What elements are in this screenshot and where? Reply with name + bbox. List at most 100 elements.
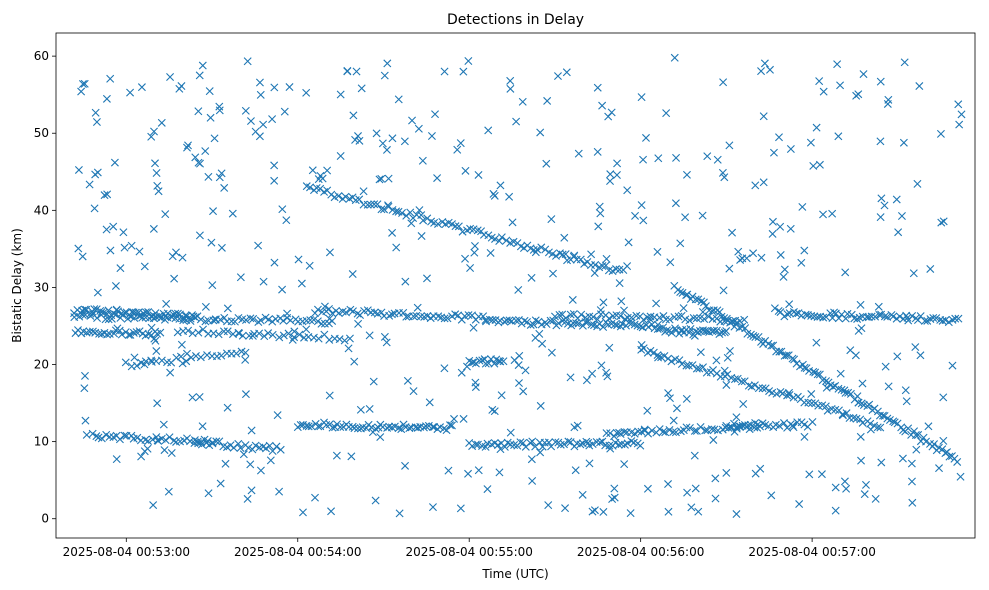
data-point	[623, 313, 632, 322]
data-point	[120, 431, 129, 440]
data-point	[623, 262, 632, 271]
data-point	[616, 311, 625, 320]
data-point	[461, 254, 470, 263]
data-point	[377, 174, 386, 183]
data-point	[661, 428, 670, 437]
data-point	[749, 249, 758, 258]
data-point	[457, 368, 466, 377]
data-point	[505, 316, 514, 325]
data-point	[720, 173, 729, 182]
data-point	[147, 323, 156, 332]
data-point	[193, 437, 202, 446]
data-point	[298, 508, 307, 517]
data-point	[815, 160, 824, 169]
data-point	[554, 319, 563, 328]
data-point	[849, 413, 858, 422]
data-point	[259, 277, 268, 286]
data-point	[890, 418, 899, 427]
data-point	[813, 370, 822, 379]
data-point	[421, 422, 430, 431]
data-point	[585, 459, 594, 468]
data-point	[916, 351, 925, 360]
data-point	[879, 411, 887, 420]
data-point	[536, 128, 545, 137]
data-point	[365, 331, 374, 340]
data-point	[528, 437, 537, 446]
data-point	[162, 299, 171, 308]
y-tick-label: 20	[34, 358, 49, 372]
data-point	[627, 313, 636, 322]
data-point	[223, 304, 232, 313]
x-tick-label: 2025-08-04 00:56:00	[577, 545, 704, 559]
data-point	[667, 328, 676, 337]
data-point	[639, 155, 648, 164]
data-point	[515, 379, 523, 388]
data-point	[709, 306, 718, 315]
data-point	[672, 153, 681, 162]
data-point	[606, 429, 615, 438]
data-point	[599, 507, 608, 516]
data-point	[350, 424, 359, 433]
data-point	[646, 315, 655, 324]
data-point	[232, 349, 241, 358]
data-point	[197, 440, 206, 449]
data-point	[837, 385, 846, 394]
data-point	[78, 252, 87, 261]
data-point	[831, 506, 840, 515]
data-point	[80, 384, 89, 393]
data-point	[919, 433, 928, 442]
data-point	[152, 313, 161, 321]
data-point	[387, 423, 396, 432]
data-point	[871, 494, 880, 503]
data-point	[603, 372, 612, 381]
data-point	[722, 380, 731, 389]
data-point	[929, 313, 938, 322]
data-point	[491, 234, 500, 243]
data-point	[703, 426, 712, 435]
data-point	[653, 247, 662, 256]
data-point	[612, 171, 621, 180]
data-point	[664, 507, 673, 516]
data-point	[854, 326, 863, 335]
data-point	[648, 320, 656, 329]
data-point	[576, 440, 585, 449]
data-point	[817, 470, 826, 479]
data-point	[889, 312, 898, 321]
data-point	[732, 510, 741, 519]
data-point	[242, 316, 250, 325]
data-point	[239, 450, 248, 459]
data-point	[798, 202, 807, 211]
data-point	[840, 386, 849, 395]
data-point	[120, 243, 129, 252]
data-point	[606, 170, 615, 179]
data-point	[130, 314, 139, 323]
plot-frame	[55, 32, 976, 539]
data-point	[201, 147, 210, 156]
data-point	[451, 222, 460, 231]
data-point	[725, 346, 734, 355]
data-point	[325, 391, 334, 400]
data-point	[908, 312, 917, 320]
data-point	[327, 190, 336, 199]
data-point	[570, 251, 579, 260]
data-point	[563, 256, 572, 265]
data-point	[857, 456, 866, 465]
data-point	[866, 425, 875, 434]
data-point	[730, 419, 739, 428]
data-point	[484, 126, 493, 135]
data-point	[912, 445, 921, 454]
data-point	[93, 168, 102, 177]
data-point	[215, 102, 224, 111]
data-point	[377, 205, 386, 214]
data-point	[711, 494, 720, 503]
data-point	[353, 424, 362, 433]
data-point	[653, 325, 662, 334]
data-point	[78, 310, 87, 319]
data-point	[676, 288, 685, 297]
data-point	[806, 138, 815, 147]
data-point	[760, 59, 769, 68]
data-point	[639, 216, 648, 225]
data-point	[399, 308, 408, 317]
data-point	[456, 504, 465, 513]
data-point	[194, 328, 203, 337]
